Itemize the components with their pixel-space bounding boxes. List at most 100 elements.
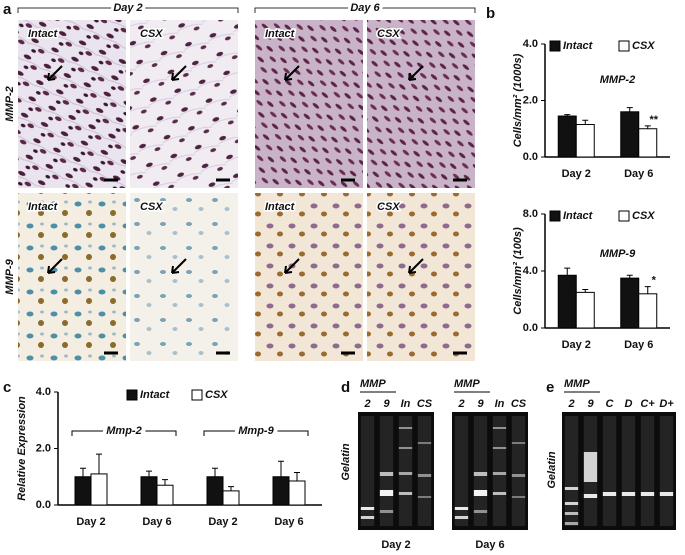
error-bar xyxy=(228,486,234,491)
legend-swatch xyxy=(549,40,561,52)
chart-subtitle: MMP-2 xyxy=(600,74,635,86)
legend-swatch xyxy=(618,210,630,222)
error-bar xyxy=(582,289,589,293)
lane-smear xyxy=(473,416,488,526)
lane-label: D+ xyxy=(659,398,674,410)
image-label: Intact xyxy=(28,201,59,213)
error-bar xyxy=(294,472,300,481)
y-tick-label: 0.0 xyxy=(523,322,538,334)
gel-band xyxy=(379,510,394,513)
x-tick-label: Day 2 xyxy=(562,168,591,180)
micrograph xyxy=(367,193,475,361)
group-bracket xyxy=(203,430,309,436)
lane-label: 9 xyxy=(477,398,484,410)
y-tick-label: 0.0 xyxy=(36,499,51,511)
panel-label: c xyxy=(3,379,11,396)
bar xyxy=(620,111,640,158)
y-tick-label: 4.0 xyxy=(523,265,538,277)
error-bar xyxy=(212,467,218,477)
lane-label: C xyxy=(606,398,615,410)
bar xyxy=(557,274,577,329)
micrograph xyxy=(18,20,126,188)
lane-label: CS xyxy=(511,398,527,410)
gel-band xyxy=(417,496,432,498)
y-tick-label: 4.0 xyxy=(523,38,538,50)
arrow xyxy=(47,258,63,274)
gel-band xyxy=(379,472,394,476)
day-bracket xyxy=(17,7,239,13)
gel-band xyxy=(454,507,469,510)
arrow xyxy=(284,258,300,274)
gel-band xyxy=(398,427,413,429)
lane-smear xyxy=(640,416,655,526)
group-bracket xyxy=(71,430,177,436)
x-tick-label: Day 2 xyxy=(76,516,105,528)
lane-smear xyxy=(417,416,432,526)
bar xyxy=(575,124,595,158)
gel-band xyxy=(417,474,432,477)
significance-label: ** xyxy=(649,114,658,126)
gel-band xyxy=(659,492,674,496)
day-label: Day 6 xyxy=(350,2,380,14)
significance-label: * xyxy=(652,275,657,287)
arrow xyxy=(171,65,187,81)
gel-band xyxy=(492,447,507,449)
lane-label: 2 xyxy=(457,398,464,410)
bar xyxy=(638,128,658,158)
micrograph xyxy=(255,193,363,361)
error-bar xyxy=(564,114,571,117)
y-axis-label: Relative Expression xyxy=(16,396,28,501)
lane-smear xyxy=(564,416,579,526)
y-tick-label: 0.0 xyxy=(523,151,538,163)
lane-label: In xyxy=(401,398,411,410)
error-bar xyxy=(644,286,651,294)
bar xyxy=(140,476,158,506)
gel-band xyxy=(602,492,617,496)
gel-band xyxy=(564,522,579,525)
micrograph xyxy=(255,20,363,188)
gel-band xyxy=(640,492,655,496)
gel-band xyxy=(492,492,507,495)
lane-label: CS xyxy=(417,398,433,410)
x-tick-label: Day 2 xyxy=(562,339,591,351)
arrow xyxy=(284,65,300,81)
gel-header: MMP xyxy=(564,378,590,390)
panel-label: d xyxy=(341,379,350,396)
chart-subtitle: MMP-9 xyxy=(600,248,636,260)
bar xyxy=(575,291,595,329)
legend-label: CSX xyxy=(632,40,655,52)
micrograph xyxy=(18,193,126,361)
bar xyxy=(222,490,240,506)
y-tick-label: 4.0 xyxy=(36,386,51,398)
gel-image xyxy=(562,412,676,530)
gel-band xyxy=(379,490,394,496)
bar xyxy=(206,476,224,506)
lane-smear xyxy=(379,416,394,526)
gel-band xyxy=(398,472,413,475)
x-tick-label: Day 6 xyxy=(624,168,653,180)
error-bar xyxy=(644,125,651,129)
gel-band xyxy=(473,472,488,476)
gel-band xyxy=(454,516,469,519)
gel-band xyxy=(417,442,432,444)
row-label: MMP-2 xyxy=(4,86,16,121)
legend-label: Intact xyxy=(563,210,594,222)
y-axis-label: Cells/mm² (1000s) xyxy=(512,53,524,147)
bar xyxy=(638,293,658,329)
lane-smear xyxy=(360,416,375,526)
legend-label: Intact xyxy=(563,40,594,52)
y-tick-label: 8.0 xyxy=(523,208,538,220)
micrograph xyxy=(130,20,238,188)
gel-header: MMP xyxy=(360,378,386,390)
error-bar xyxy=(626,274,633,279)
row-label: MMP-9 xyxy=(4,258,16,294)
image-label: CSX xyxy=(140,28,163,40)
lane-smear xyxy=(492,416,507,526)
panel-label: b xyxy=(486,5,495,22)
legend-label: Intact xyxy=(140,389,171,401)
gel-band xyxy=(564,512,579,515)
image-label: Intact xyxy=(28,28,59,40)
x-tick-label: Day 6 xyxy=(274,516,303,528)
lane-smear xyxy=(659,416,674,526)
